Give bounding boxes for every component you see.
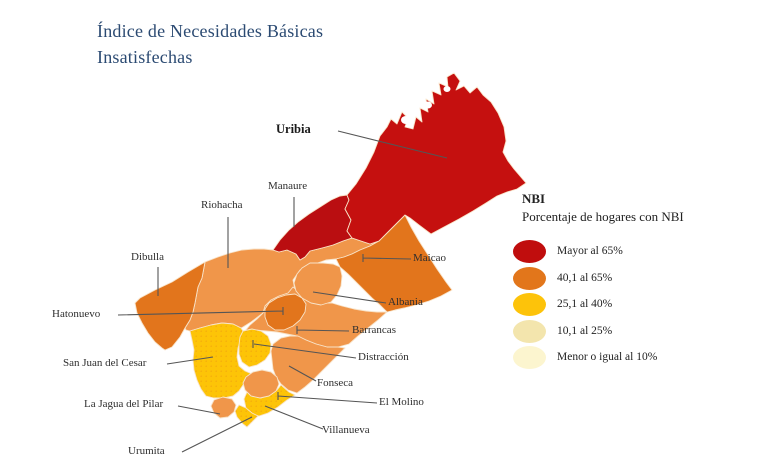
map-label-urumita: Urumita — [128, 445, 165, 457]
leader-lines — [117, 130, 448, 453]
map-label-la-jagua-del-pilar: La Jagua del Pilar — [84, 398, 164, 410]
leader-barrancas — [296, 326, 350, 334]
legend-swatch-mayor-65 — [513, 240, 546, 263]
leader-villanueva — [264, 405, 324, 430]
map-label-dibulla: Dibulla — [131, 251, 164, 263]
legend-label: 10,1 al 25% — [557, 325, 613, 337]
coast-inlet — [401, 116, 411, 124]
leader-la-jagua-del-pilar — [177, 405, 221, 415]
region-urumita — [234, 404, 259, 428]
page-title: Índice de Necesidades Básicas Insatisfec… — [97, 18, 323, 70]
map-label-distraccion: Distracción — [358, 351, 409, 363]
region-dibulla — [134, 261, 206, 351]
map-label-villanueva: Villanueva — [322, 424, 370, 436]
map-label-maicao: Maicao — [413, 252, 446, 264]
leader-el-molino — [277, 392, 378, 404]
legend-label: Menor o igual al 10% — [557, 351, 658, 363]
legend: NBI Porcentaje de hogares con NBI Mayor … — [513, 191, 684, 369]
map-label-uribia: Uribia — [276, 122, 311, 136]
legend-label: Mayor al 65% — [557, 245, 623, 257]
map-label-riohacha: Riohacha — [201, 199, 243, 211]
region-la-jagua-del-pilar — [210, 396, 237, 419]
map-label-manaure: Manaure — [268, 180, 308, 192]
coast-inlet — [443, 86, 451, 92]
map-label-barrancas: Barrancas — [352, 324, 396, 336]
map-label-fonseca: Fonseca — [317, 377, 354, 389]
leader-albania — [312, 291, 387, 304]
region-uribia — [344, 72, 527, 245]
legend-subheading: Porcentaje de hogares con NBI — [522, 209, 684, 224]
legend-swatch-40-65 — [513, 267, 546, 290]
map-label-el-molino: El Molino — [379, 396, 424, 408]
leader-hatonuevo — [117, 307, 284, 316]
leader-fonseca — [288, 365, 317, 382]
legend-swatch-10-25 — [513, 320, 546, 343]
leader-maicao — [362, 254, 412, 262]
region-el-molino — [242, 369, 280, 399]
legend-swatch-menor-10 — [513, 346, 546, 369]
map-label-san-juan-del-cesar: San Juan del Cesar — [63, 357, 147, 369]
legend-heading: NBI — [522, 191, 546, 206]
page-title-line1: Índice de Necesidades Básicas — [97, 21, 324, 41]
region-hatonuevo — [264, 293, 307, 331]
region-fonseca — [270, 335, 346, 394]
leader-san-juan-del-cesar — [166, 356, 214, 365]
legend-label: 40,1 al 65% — [557, 272, 613, 284]
map-label-hatonuevo: Hatonuevo — [52, 308, 101, 320]
legend-label: 25,1 al 40% — [557, 298, 613, 310]
leader-urumita — [181, 416, 253, 453]
map-label-albania: Albania — [388, 296, 423, 308]
region-distraccion — [238, 328, 272, 368]
legend-swatch-25-40 — [513, 293, 546, 316]
coast-inlet — [424, 101, 432, 109]
page-title-line2: Insatisfechas — [97, 47, 193, 67]
leader-uribia — [337, 130, 448, 159]
leader-distraccion — [252, 340, 357, 359]
